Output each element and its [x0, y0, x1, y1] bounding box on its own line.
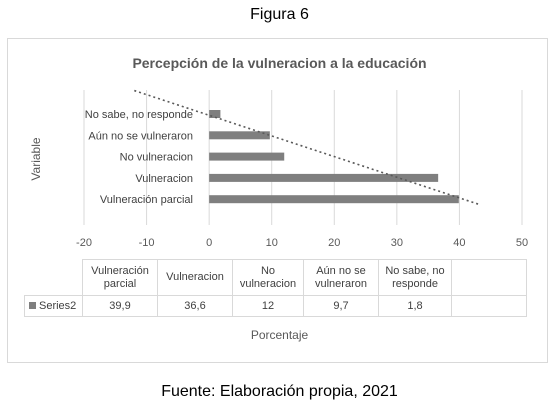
category-labels: Vulneración parcial Vulneracion No vulnera…	[85, 109, 193, 206]
data-table-value-empty	[451, 295, 527, 317]
x-tick-label: 40	[453, 237, 465, 249]
data-table: Vulneración parcial Vulneracion No vulne…	[24, 259, 527, 317]
data-table-value: 1,8	[378, 295, 452, 317]
x-tick-label: 30	[391, 237, 403, 249]
trendline-path	[134, 89, 480, 206]
x-tick-label: -10	[139, 237, 155, 249]
data-table-header: Vulneracion	[157, 259, 233, 296]
legend-key-icon	[29, 302, 36, 310]
x-axis-title: Porcentaje	[250, 328, 309, 342]
data-table-header: Aún no se vulneraron	[303, 259, 379, 296]
x-tick-label: 0	[206, 237, 212, 249]
trendline	[134, 89, 480, 206]
data-table-corner	[25, 260, 83, 296]
category-label: No vulneracion	[120, 152, 193, 164]
data-table-header: No vulneracion	[232, 259, 304, 296]
x-tick-label: 50	[516, 237, 528, 249]
x-tick-labels: -20 -10 0 10 20 30 40 50	[76, 237, 528, 249]
x-tick-label: 10	[266, 237, 278, 249]
data-table-value-row: Series2 39,9 36,6 12 9,7 1,8	[24, 295, 527, 317]
data-table-header-empty	[451, 259, 527, 296]
data-table-header: No sabe, no responde	[378, 259, 452, 296]
data-table-value: 12	[232, 295, 304, 317]
data-table-value: 9,7	[303, 295, 379, 317]
bar	[209, 131, 270, 140]
figure-label: Figura 6	[250, 6, 309, 23]
category-label: No sabe, no responde	[85, 109, 193, 121]
bar-series	[209, 110, 459, 204]
series-name: Series2	[39, 299, 77, 312]
x-tick-label: 20	[328, 237, 340, 249]
bar	[209, 195, 459, 204]
data-table-value: 39,9	[82, 295, 158, 317]
data-table-header: Vulneración parcial	[82, 259, 158, 296]
category-label: Vulneracion	[135, 173, 193, 185]
x-tick-label: -20	[76, 237, 92, 249]
bar	[209, 152, 285, 161]
data-table-header-row: Vulneración parcial Vulneracion No vulne…	[25, 259, 527, 296]
bar	[209, 173, 439, 182]
bar	[209, 110, 221, 118]
category-label: Aún no se vulneraron	[88, 130, 193, 142]
category-label: Vulneración parcial	[100, 194, 193, 206]
data-table-value: 36,6	[157, 295, 233, 317]
legend-entry: Series2	[24, 295, 83, 317]
chart-title: Percepción de la vulneracion a la educac…	[132, 55, 427, 71]
source-note: Fuente: Elaboración propia, 2021	[161, 383, 398, 400]
